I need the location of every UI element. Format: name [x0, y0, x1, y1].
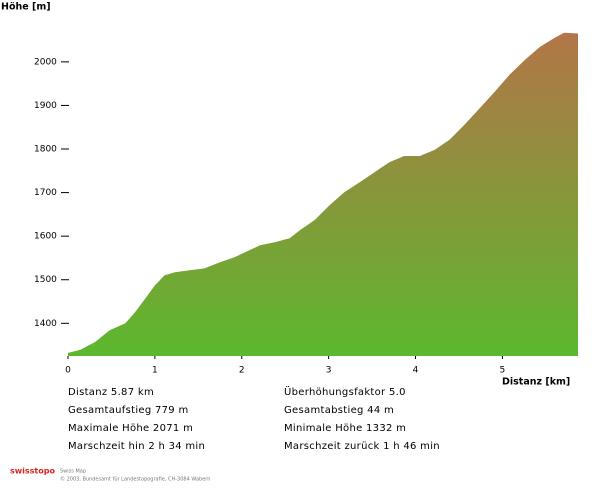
y-tick-label: 1900 — [34, 101, 57, 111]
elevation-area — [68, 32, 578, 356]
brand: swisstopo — [10, 467, 55, 476]
stat: Minimale Höhe 1332 m — [284, 423, 406, 434]
stat: Überhöhungsfaktor 5.0 — [284, 385, 406, 398]
x-axis-label: Distanz [km] — [502, 377, 570, 388]
y-tick-label: 2000 — [34, 57, 57, 67]
x-tick-label: 3 — [326, 366, 332, 376]
x-tick-label: 2 — [239, 366, 245, 376]
stat: Gesamtaufstieg 779 m — [68, 405, 188, 416]
stat: Gesamtabstieg 44 m — [284, 405, 394, 416]
y-axis-label: Höhe [m] — [1, 2, 51, 13]
stat: Marschzeit hin 2 h 34 min — [68, 441, 205, 452]
y-tick-label: 1600 — [34, 232, 57, 242]
x-tick-label: 4 — [413, 366, 419, 376]
x-tick-label: 1 — [152, 366, 158, 376]
x-tick-label: 5 — [500, 366, 506, 376]
footer-line: © 2003, Bundesamt für Landestopografie, … — [60, 476, 210, 483]
y-tick-label: 1800 — [34, 145, 57, 155]
y-tick-label: 1500 — [34, 275, 57, 285]
stat: Distanz 5.87 km — [68, 387, 154, 398]
y-tick-label: 1400 — [34, 319, 57, 329]
footer-line: Swiss Map — [60, 469, 86, 475]
y-tick-label: 1700 — [34, 188, 57, 198]
x-tick-label: 0 — [65, 366, 71, 376]
stat: Marschzeit zurück 1 h 46 min — [284, 441, 440, 452]
stat: Maximale Höhe 2071 m — [68, 423, 193, 434]
